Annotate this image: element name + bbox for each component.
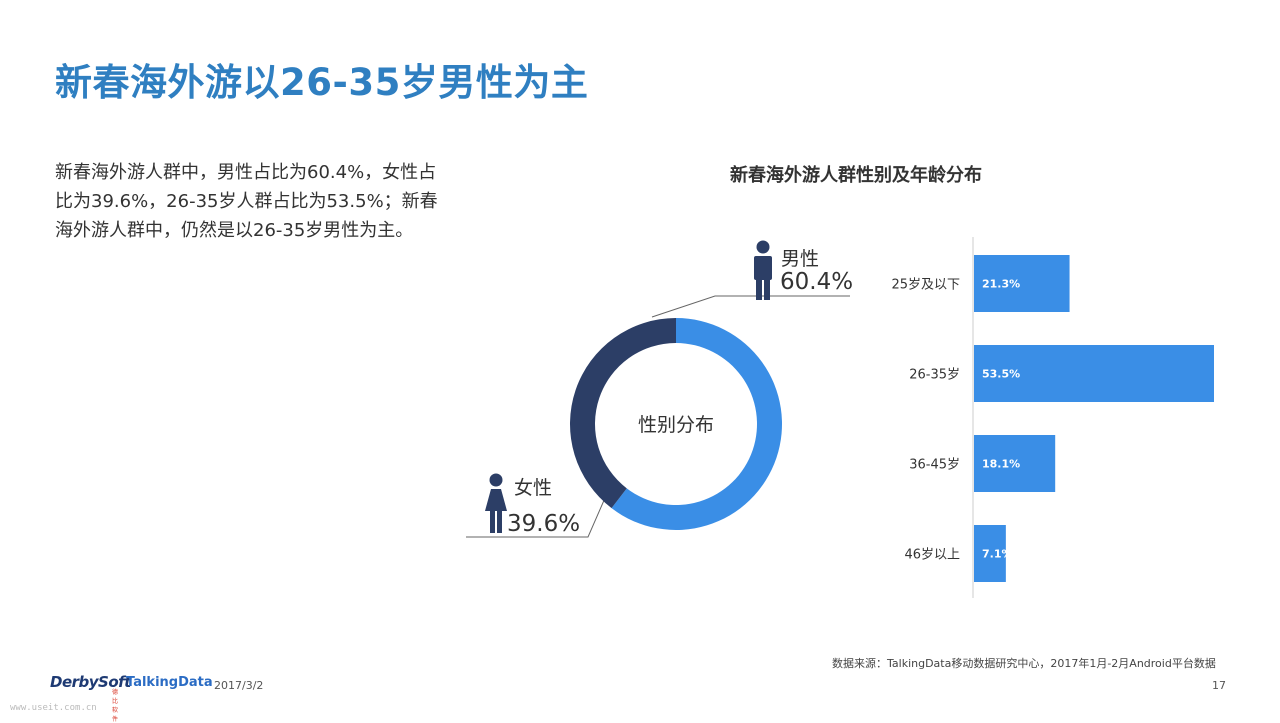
bar-value-label: 7.1% (982, 548, 1013, 561)
derbysoft-logo-sub: 德比软件 (112, 689, 119, 723)
bar-category-label: 36-45岁 (909, 458, 960, 473)
derbysoft-logo: DerbySoft (50, 673, 131, 691)
bar-value-label: 53.5% (982, 368, 1020, 381)
male-percentage: 60.4% (780, 269, 854, 295)
gender-donut-chart: 性别分布 (466, 295, 850, 538)
donut-slice-female (570, 318, 676, 509)
page-number: 17 (1212, 679, 1226, 692)
talkingdata-logo: TalkingData (126, 675, 213, 690)
female-person-icon (485, 473, 507, 533)
bar-category-label: 26-35岁 (909, 368, 960, 383)
bar-1 (974, 345, 1214, 402)
donut-center-label: 性别分布 (638, 414, 714, 436)
bar-2 (974, 435, 1056, 492)
age-bar-chart: 25岁及以下 21.3% 26-35岁 53.5% 36-45岁 18.1% 46岁以上 7.… (891, 237, 1214, 598)
male-leader-line (651, 295, 850, 318)
female-percentage: 39.6% (507, 511, 581, 537)
female-label: 女性 (514, 477, 553, 499)
male-person-icon (754, 240, 772, 300)
description-text: 新春海外游人群中，男性占比为60.4%，女性占比为39.6%，26-35岁人群占… (55, 162, 438, 241)
page-title: 新春海外游以26-35岁男性为主 (55, 61, 589, 104)
bar-category-label: 46岁以上 (904, 548, 960, 563)
donut-slice-male (611, 318, 782, 530)
bar-value-label: 18.1% (982, 458, 1020, 471)
footer-date: 2017/3/2 (214, 679, 264, 692)
male-label: 男性 (781, 248, 820, 270)
bar-category-label: 25岁及以下 (891, 278, 960, 293)
watermark: www.useit.com.cn (10, 703, 97, 713)
data-source: 数据来源：TalkingData移动数据研究中心，2017年1月-2月Andro… (832, 657, 1216, 670)
bar-0 (974, 255, 1070, 312)
chart-title: 新春海外游人群性别及年龄分布 (730, 165, 982, 186)
bar-3 (974, 525, 1006, 582)
bar-value-label: 21.3% (982, 278, 1020, 291)
